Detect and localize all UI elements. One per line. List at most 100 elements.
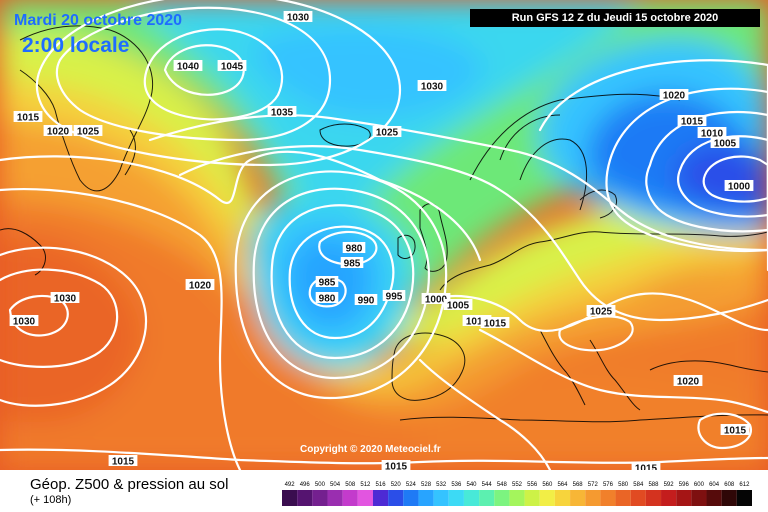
- scale-swatch: [448, 490, 464, 506]
- scale-swatch: [357, 490, 373, 506]
- isobar-label: 1000: [425, 295, 448, 306]
- scale-value-label: 572: [588, 482, 599, 488]
- scale-swatch: [524, 490, 540, 506]
- legend-title: Géop. Z500 & pression au sol: [30, 476, 229, 493]
- isobar-label-bg: [342, 242, 366, 253]
- scale-value-label: 512: [360, 482, 371, 488]
- isobar-label: 1025: [590, 307, 613, 318]
- isobar-label: 1020: [663, 91, 686, 102]
- isobar-label: 1010: [701, 129, 724, 140]
- scale-swatch: [327, 490, 343, 506]
- isobar-label-bg: [720, 424, 750, 435]
- isobar-label-bg: [659, 89, 689, 100]
- legend-subtitle: (+ 108h): [30, 494, 72, 506]
- isobar-label: 1015: [17, 113, 40, 124]
- scale-value-label: 544: [482, 482, 493, 488]
- isobar-label: 1020: [47, 127, 70, 138]
- isobar-label-bg: [283, 11, 313, 22]
- isobar-label: 1015: [484, 319, 507, 330]
- scale-value-label: 536: [451, 482, 462, 488]
- isobar-label: 1030: [421, 82, 444, 93]
- isobar-label: 1015: [724, 426, 747, 437]
- isobar-label: 1045: [221, 62, 244, 73]
- isobar-label: 1035: [271, 108, 294, 119]
- isobar-label-bg: [340, 257, 364, 268]
- scale-value-label: 576: [603, 482, 614, 488]
- copyright: Copyright © 2020 Meteociel.fr: [300, 444, 441, 455]
- isobar-label-bg: [354, 294, 378, 305]
- scale-swatch: [736, 490, 752, 506]
- isobar-label-bg: [443, 299, 473, 310]
- scale-value-label: 564: [557, 482, 568, 488]
- scale-value-label: 596: [679, 482, 690, 488]
- scale-value-label: 492: [285, 482, 296, 488]
- scale-value-label: 520: [391, 482, 402, 488]
- run-banner: Run GFS 12 Z du Jeudi 15 octobre 2020: [470, 9, 760, 27]
- scale-value-label: 592: [664, 482, 675, 488]
- scale-swatch: [585, 490, 601, 506]
- isobar-label: 990: [358, 296, 375, 307]
- isobar-label: 1015: [681, 117, 704, 128]
- scale-value-label: 600: [694, 482, 705, 488]
- scale-swatch: [721, 490, 737, 506]
- scale-swatch: [418, 490, 434, 506]
- isobar-label: 1030: [287, 13, 310, 24]
- isobar-label: 1005: [447, 301, 470, 312]
- scale-swatch: [372, 490, 389, 506]
- scale-value-label: 588: [648, 482, 659, 488]
- isobar-label-bg: [697, 127, 727, 138]
- isobar-label: 1025: [77, 127, 100, 138]
- isobar-label-bg: [677, 115, 707, 126]
- scale-value-label: 560: [542, 482, 553, 488]
- isobar-label: 1040: [177, 62, 200, 73]
- isobar-label-bg: [710, 137, 740, 148]
- isobar-label: 985: [319, 278, 336, 289]
- scale-value-label: 608: [724, 482, 735, 488]
- scale-value-label: 548: [497, 482, 508, 488]
- isobar-label-bg: [381, 460, 411, 470]
- scale-value-label: 508: [345, 482, 356, 488]
- scale-swatch: [691, 490, 707, 506]
- scale-swatch: [509, 490, 525, 506]
- scale-value-label: 496: [300, 482, 311, 488]
- isobar-label: 1000: [728, 182, 751, 193]
- isobar-label-bg: [586, 305, 616, 316]
- scale-swatch: [661, 490, 677, 506]
- isobar-label-bg: [421, 293, 451, 304]
- scale-value-label: 568: [573, 482, 584, 488]
- scale-swatch: [600, 490, 616, 506]
- scale-swatch: [615, 490, 631, 506]
- isobar-label-bg: [462, 315, 492, 326]
- isobar-labels: 1030 1040 1045 1035 1030 1025 1015 1020 1025 1020…: [9, 11, 754, 470]
- scale-swatch: [706, 490, 722, 506]
- scale-value-label: 604: [709, 482, 720, 488]
- isobar-label-bg: [43, 125, 73, 136]
- isobar-label-bg: [108, 455, 138, 466]
- scale-swatch: [494, 490, 510, 506]
- scale-value-label: 532: [436, 482, 447, 488]
- scale-value-label: 528: [421, 482, 432, 488]
- isobar-label: 980: [346, 244, 363, 255]
- scale-swatch: [539, 490, 555, 506]
- scale-swatch: [403, 490, 419, 506]
- isobar-label-bg: [382, 290, 406, 301]
- scale-value-label: 524: [406, 482, 417, 488]
- scale-swatch: [645, 490, 662, 506]
- forecast-map: 1030 1040 1045 1035 1030 1025 1015 1020 1025 1020…: [0, 0, 768, 470]
- scale-swatch: [312, 490, 328, 506]
- scale-value-label: 500: [315, 482, 326, 488]
- scale-swatch: [388, 490, 404, 506]
- scale-swatch: [479, 490, 495, 506]
- isobar-label-bg: [9, 315, 39, 326]
- scale-swatch: [463, 490, 480, 506]
- scale-swatch: [433, 490, 449, 506]
- color-scale: 492 496 500 504 508 512 516 520 524 528 532 536 540 5…: [282, 482, 752, 506]
- isobar-label-bg: [417, 80, 447, 91]
- isobar-label-bg: [13, 111, 43, 122]
- scale-swatch: [342, 490, 358, 506]
- scale-value-label: 580: [618, 482, 629, 488]
- isobar-label: 1030: [54, 294, 77, 305]
- scale-swatch: [282, 490, 298, 506]
- isobar-label-bg: [315, 276, 339, 287]
